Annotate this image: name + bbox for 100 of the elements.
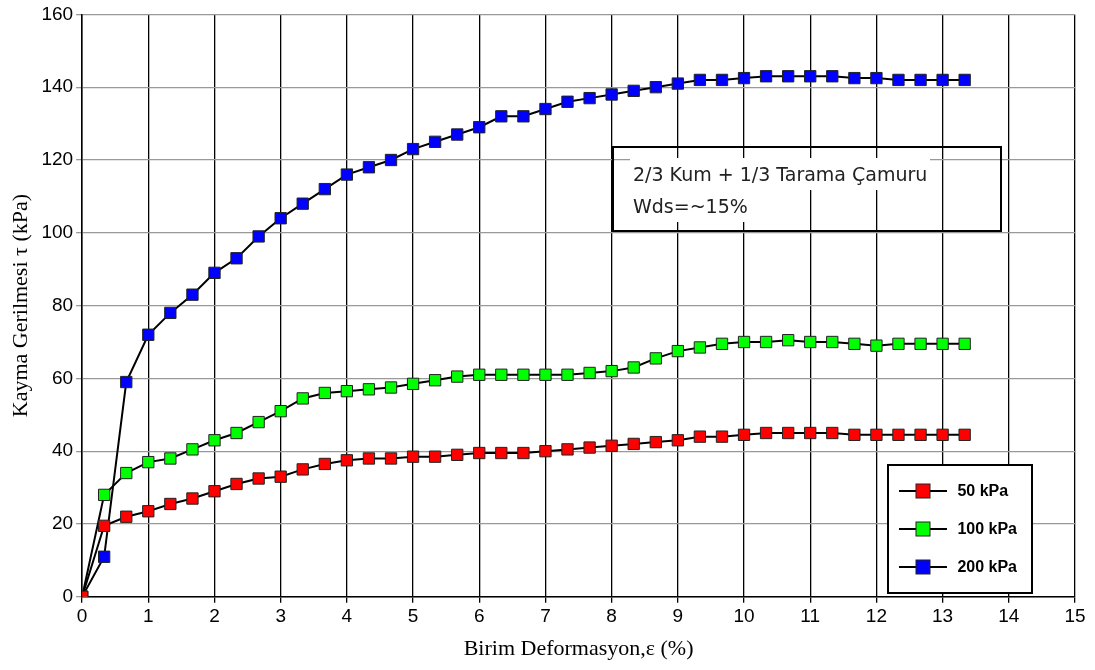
point — [164, 497, 177, 511]
y-tick-label: 120 — [41, 148, 74, 170]
point — [539, 445, 552, 458]
point — [848, 71, 861, 85]
point — [914, 73, 927, 87]
x-tick-label: 9 — [672, 605, 684, 627]
point — [826, 70, 839, 83]
point — [539, 102, 552, 116]
point — [583, 91, 596, 105]
x-tick-label: 11 — [800, 605, 821, 627]
point — [958, 337, 971, 350]
point — [627, 84, 640, 97]
x-tick-label: 5 — [407, 605, 419, 627]
point — [473, 121, 486, 134]
point — [340, 168, 354, 181]
point — [384, 381, 398, 394]
y-axis-title: Kayma Gerilmesi τ (kPa) — [6, 193, 32, 418]
point — [252, 415, 265, 429]
point — [958, 428, 971, 441]
point — [517, 368, 530, 381]
point — [142, 328, 155, 341]
point — [671, 77, 684, 90]
y-tick-label: 60 — [51, 366, 74, 388]
point — [517, 110, 530, 123]
legend-label: 100 kPa — [957, 520, 1017, 538]
point — [715, 430, 729, 443]
point — [97, 519, 111, 532]
point — [451, 370, 464, 383]
y-tick-label: 40 — [51, 439, 74, 461]
point — [517, 446, 530, 460]
point — [164, 306, 177, 320]
y-tick-label: 0 — [62, 585, 74, 607]
point — [892, 428, 905, 441]
point — [759, 426, 773, 440]
point — [826, 426, 839, 440]
point — [384, 153, 398, 167]
point — [186, 443, 199, 456]
point — [649, 435, 662, 449]
x-tick-label: 8 — [606, 605, 617, 627]
point — [936, 428, 949, 441]
annotation: Wds=~15% — [630, 190, 751, 222]
y-tick-label: 20 — [51, 512, 74, 534]
x-tick-label: 0 — [76, 605, 88, 627]
y-tick-label: 160 — [41, 2, 74, 24]
y-tick-label: 140 — [41, 75, 74, 97]
point — [406, 142, 420, 156]
point — [164, 452, 177, 465]
point — [230, 426, 243, 440]
point — [605, 364, 618, 378]
point — [561, 443, 574, 456]
point — [848, 337, 861, 350]
x-tick-label: 6 — [473, 605, 485, 627]
point — [583, 441, 596, 454]
point — [142, 455, 155, 469]
point — [737, 428, 751, 441]
point — [362, 452, 376, 465]
point — [296, 463, 309, 476]
point — [428, 135, 442, 148]
x-axis-title: Birim Deformasyon,ε (%) — [463, 634, 694, 660]
point — [958, 73, 971, 87]
point — [914, 337, 927, 350]
point — [318, 182, 331, 196]
point — [97, 488, 111, 502]
point — [428, 374, 442, 387]
point — [605, 439, 618, 452]
point — [495, 446, 508, 460]
point — [340, 454, 354, 467]
point — [892, 73, 905, 87]
point — [230, 477, 243, 491]
point — [318, 457, 331, 471]
point — [296, 197, 309, 210]
point — [627, 361, 640, 374]
point — [804, 335, 817, 349]
point — [782, 334, 795, 347]
point — [693, 430, 707, 443]
point — [362, 383, 376, 396]
point — [495, 368, 508, 381]
point — [759, 335, 773, 349]
point — [230, 252, 243, 265]
point — [473, 368, 486, 381]
x-tick-label: 14 — [998, 605, 1020, 627]
annotation: 2/3 Kum + 1/3 Tarama Çamuru — [630, 158, 931, 190]
point — [539, 368, 552, 381]
point — [120, 466, 133, 480]
legend-label: 200 kPa — [957, 558, 1017, 576]
point — [252, 472, 265, 485]
point — [870, 71, 883, 85]
point — [870, 428, 883, 441]
point — [914, 428, 927, 441]
point — [892, 337, 905, 350]
point — [142, 505, 155, 518]
point — [870, 339, 883, 352]
point — [384, 452, 398, 465]
point — [737, 71, 751, 85]
point — [274, 470, 287, 483]
point — [671, 434, 684, 447]
point — [693, 73, 707, 87]
point — [561, 368, 574, 381]
point — [120, 375, 133, 389]
point — [804, 426, 817, 440]
